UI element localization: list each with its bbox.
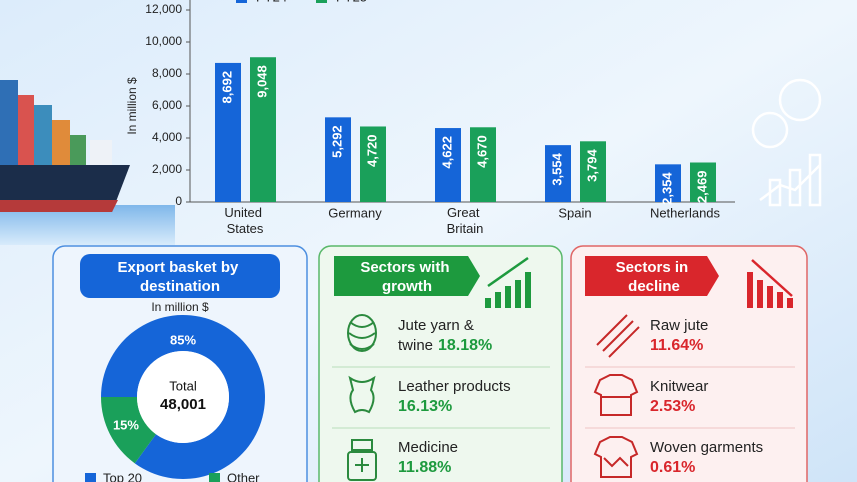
bar — [545, 145, 571, 202]
bar — [690, 162, 716, 202]
bar-value-label: 4,622 — [439, 136, 454, 169]
x-tick-label: United States — [224, 205, 265, 236]
y-tick-label: 4,000 — [152, 130, 182, 144]
center-value: 48,001 — [160, 396, 206, 413]
y-tick-label: 2,000 — [152, 162, 182, 176]
bar — [580, 141, 606, 202]
y-tick-label: 6,000 — [152, 98, 182, 112]
bar-value-label: 4,720 — [364, 134, 379, 167]
center-label: Total — [169, 378, 197, 393]
legend-label: Top 20 — [103, 470, 142, 482]
donut-hole — [137, 351, 229, 443]
bar-value-label: 5,292 — [329, 125, 344, 158]
y-tick-label: 12,000 — [145, 2, 182, 16]
bar — [470, 127, 496, 202]
bar — [325, 117, 351, 202]
panel-title: Sectors in decline — [616, 259, 693, 295]
y-tick-label: 8,000 — [152, 66, 182, 80]
sector-value: 16.13% — [398, 398, 452, 415]
legend-swatch — [85, 473, 96, 482]
growth-panel — [318, 245, 563, 482]
sector-name: Leather products — [398, 378, 511, 395]
y-tick-label: 0 — [175, 194, 182, 208]
bar — [435, 128, 461, 202]
bar — [360, 126, 386, 202]
bar-chart: 0 2,000 4,000 6,000 8,000 10,000 12,000 In mill… — [125, 0, 735, 236]
legend-label: FY24 — [256, 0, 287, 4]
x-tick-label: Great Britain — [447, 205, 484, 236]
legend-label: FY25 — [336, 0, 367, 4]
sector-name: Medicine — [398, 439, 458, 456]
bar-value-label: 3,794 — [584, 149, 599, 182]
sector-name: Jute yarn & twine — [398, 317, 478, 354]
bar-value-label: 2,469 — [694, 170, 709, 203]
legend-swatch — [236, 0, 247, 3]
bar-value-label: 3,554 — [549, 152, 564, 185]
x-tick-label: Spain — [558, 205, 591, 220]
donut-subtitle: In million $ — [151, 300, 209, 314]
sector-value: 11.88% — [398, 459, 451, 476]
sector-value: 18.18% — [438, 337, 492, 354]
decline-panel — [570, 245, 808, 482]
donut-slice — [101, 397, 156, 464]
bar — [250, 57, 276, 203]
finance-icons — [751, 78, 822, 207]
legend-label: Other — [227, 470, 260, 482]
bar-value-label: 8,692 — [219, 71, 234, 104]
donut-title: Export basket by destination — [117, 259, 242, 295]
sector-name: Knitwear — [650, 378, 708, 395]
y-axis-label: In million $ — [125, 77, 139, 135]
legend-swatch — [316, 0, 327, 3]
slice-label: 15% — [113, 417, 139, 432]
bar-value-label: 4,670 — [474, 135, 489, 168]
x-tick-label: Germany — [328, 205, 382, 220]
sector-value: 11.64% — [650, 337, 703, 354]
bar-value-label: 2,354 — [659, 172, 674, 205]
ship-illustration — [0, 80, 175, 245]
donut-slice — [101, 315, 265, 480]
sector-name: Raw jute — [650, 317, 708, 334]
bar — [655, 164, 681, 202]
y-tick-label: 10,000 — [145, 34, 182, 48]
sector-name: Woven garments — [650, 439, 763, 456]
sector-lists: Sectors with growth Jute yarn & twine 18.1… — [360, 259, 763, 476]
donut-chart: Export basket by destination In million $… — [85, 259, 265, 482]
legend-swatch — [209, 473, 220, 482]
bar — [215, 62, 241, 202]
x-tick-label: Netherlands — [650, 205, 721, 220]
panel-title: Sectors with growth — [360, 259, 453, 295]
slice-label: 85% — [170, 332, 196, 347]
bar-value-label: 9,048 — [254, 65, 269, 98]
sector-value: 0.61% — [650, 459, 695, 476]
sector-value: 2.53% — [650, 398, 695, 415]
